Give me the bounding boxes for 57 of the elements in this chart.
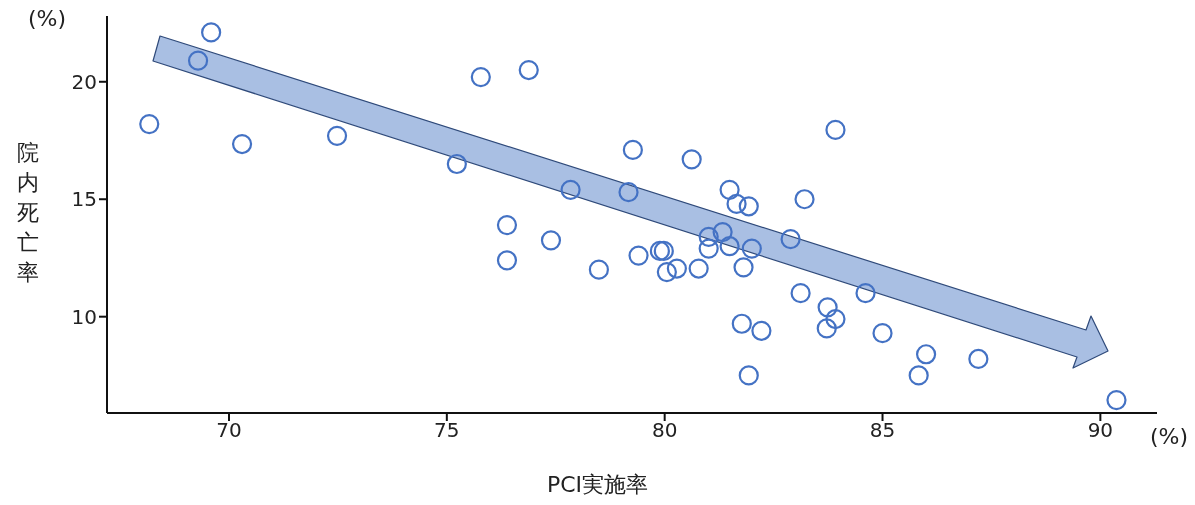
point — [496, 214, 518, 236]
x-axis-title: PCI実施率 — [545, 471, 650, 499]
point — [656, 261, 677, 283]
point — [470, 66, 491, 88]
y-axis-title: 院内死亡率 — [16, 139, 40, 287]
point — [817, 297, 838, 318]
point — [726, 193, 747, 215]
point — [618, 182, 639, 203]
x-tick-label: 80 — [651, 418, 678, 443]
point — [825, 119, 846, 141]
point — [588, 259, 609, 280]
point — [719, 179, 740, 200]
point — [872, 323, 893, 344]
point — [790, 283, 811, 304]
point — [733, 257, 754, 278]
point — [698, 238, 719, 259]
point — [968, 348, 989, 370]
y-tick-label: 20 — [71, 69, 97, 94]
point — [681, 149, 702, 170]
point — [731, 313, 752, 334]
text: (%) — [28, 6, 67, 31]
point — [628, 245, 649, 266]
point — [825, 308, 846, 330]
point — [446, 153, 467, 175]
point — [698, 226, 719, 247]
point — [231, 133, 253, 155]
point — [855, 283, 876, 304]
point — [908, 365, 929, 386]
point — [915, 344, 937, 365]
x-tick-label: 90 — [1087, 418, 1114, 443]
point — [751, 320, 772, 341]
point — [560, 179, 581, 200]
point — [738, 196, 759, 217]
x-tick-label: 85 — [869, 418, 896, 443]
point — [816, 318, 837, 339]
point — [622, 139, 643, 160]
point — [719, 236, 740, 257]
point — [326, 125, 348, 146]
point — [688, 258, 709, 279]
x-tick-label: 70 — [216, 418, 242, 443]
text: (%) — [1150, 424, 1189, 449]
point — [1106, 389, 1127, 411]
y-tick-label: 15 — [71, 187, 97, 212]
point — [738, 365, 759, 386]
point — [741, 238, 762, 259]
point — [666, 258, 687, 279]
x-tick-label: 75 — [434, 418, 460, 443]
point — [139, 113, 160, 135]
point — [794, 189, 815, 210]
point — [496, 250, 518, 271]
point — [780, 229, 801, 250]
point — [712, 222, 733, 243]
point — [187, 50, 209, 71]
point — [518, 59, 539, 81]
y-tick-label: 10 — [71, 304, 97, 329]
point — [201, 22, 222, 43]
point — [540, 230, 562, 251]
